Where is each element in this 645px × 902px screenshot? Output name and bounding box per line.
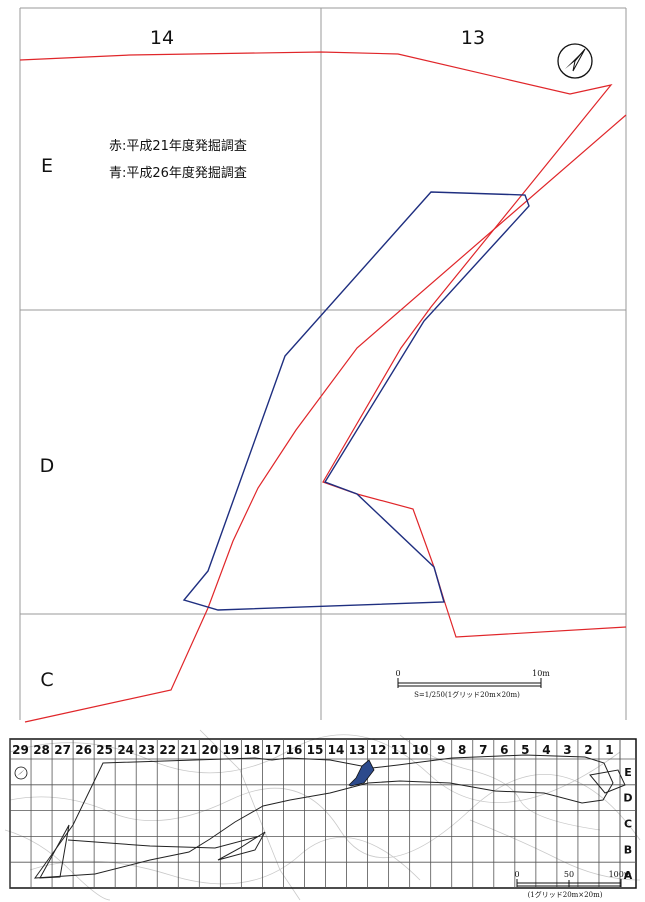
- north-arrow-icon: [14, 766, 28, 780]
- red-lower-boundary: [24, 114, 627, 723]
- grid-col-label-13: 13: [461, 27, 485, 49]
- overview-column-label: 20: [201, 743, 218, 757]
- overview-column-label: 12: [370, 743, 387, 757]
- overview-column-label: 26: [75, 743, 92, 757]
- scale-caption: S=1/250(1グリッド20m×20m): [414, 690, 520, 699]
- scale-start-label: 0: [395, 669, 400, 678]
- overview-west-strip: [39, 824, 70, 879]
- overview-map: 29 28 27 26 25 24 23 22 21 20 19 18 17 16 15 14 13 12 11 10…: [4, 729, 641, 901]
- overview-row-label: C: [624, 818, 632, 831]
- overview-column-label: 13: [349, 743, 366, 757]
- overview-scale-start: 0: [514, 870, 519, 879]
- overview-row-label: B: [624, 843, 632, 856]
- overview-contours: [4, 729, 641, 901]
- legend-red: 赤:平成21年度発掘調査: [109, 138, 247, 154]
- overview-row-label: D: [623, 792, 632, 805]
- overview-row-label: A: [624, 869, 633, 882]
- detail-scale-bar: 0 10m S=1/250(1グリッド20m×20m): [395, 669, 550, 699]
- detail-grid: [19, 7, 627, 720]
- overview-column-label: 27: [54, 743, 71, 757]
- grid-row-label-E: E: [41, 155, 53, 177]
- overview-column-label: 11: [391, 743, 408, 757]
- legend-blue: 青:平成26年度発掘調査: [109, 165, 247, 181]
- overview-grid: [9, 739, 636, 888]
- overview-highlight-area: [348, 759, 375, 787]
- overview-column-label: 7: [479, 743, 487, 757]
- grid-row-label-C: C: [40, 669, 53, 691]
- overview-site-outline: [33, 754, 626, 879]
- overview-column-label: 29: [12, 743, 29, 757]
- overview-column-label: 25: [96, 743, 113, 757]
- overview-column-label: 14: [328, 743, 345, 757]
- overview-column-label: 17: [265, 743, 282, 757]
- overview-column-label: 5: [521, 743, 529, 757]
- overview-frame: [9, 738, 637, 889]
- overview-inner-loop: [589, 769, 626, 794]
- overview-column-label: 9: [437, 743, 445, 757]
- detail-map: 14 13 E D C 赤:平成21年度発掘調査 青:平成26年度発掘調査 0 …: [19, 7, 627, 723]
- overview-column-label: 28: [33, 743, 50, 757]
- overview-column-label: 21: [180, 743, 197, 757]
- overview-column-label: 1: [605, 743, 613, 757]
- overview-column-label: 2: [584, 743, 592, 757]
- blue-survey-area: [182, 191, 530, 611]
- overview-site-boundary: [33, 754, 614, 879]
- overview-column-label: 4: [542, 743, 550, 757]
- grid-row-label-D: D: [40, 455, 55, 477]
- overview-scale-caption: (1グリッド20m×20m): [528, 890, 603, 899]
- overview-column-label: 22: [159, 743, 176, 757]
- overview-scale-end: 100m: [609, 870, 632, 879]
- overview-south-lobe: [217, 831, 266, 861]
- overview-column-label: 8: [458, 743, 466, 757]
- overview-column-label: 16: [286, 743, 303, 757]
- overview-column-labels: 29 28 27 26 25 24 23 22 21 20 19 18 17 16 15 14 13 12 11 10…: [12, 743, 613, 757]
- overview-column-label: 6: [500, 743, 508, 757]
- scale-end-label: 10m: [532, 669, 550, 678]
- grid-col-label-14: 14: [150, 27, 174, 49]
- overview-column-label: 10: [412, 743, 429, 757]
- overview-row-label: E: [624, 766, 632, 779]
- overview-column-label: 19: [223, 743, 240, 757]
- overview-scale-mid: 50: [564, 870, 574, 879]
- overview-column-label: 18: [244, 743, 261, 757]
- overview-inner-line: [67, 835, 261, 849]
- overview-column-label: 23: [138, 743, 155, 757]
- overview-column-label: 24: [117, 743, 134, 757]
- overview-scale-bar: 0 50 100m (1グリッド20m×20m): [514, 870, 631, 899]
- overview-column-label: 3: [563, 743, 571, 757]
- overview-column-label: 15: [307, 743, 324, 757]
- north-arrow-icon: [557, 43, 593, 79]
